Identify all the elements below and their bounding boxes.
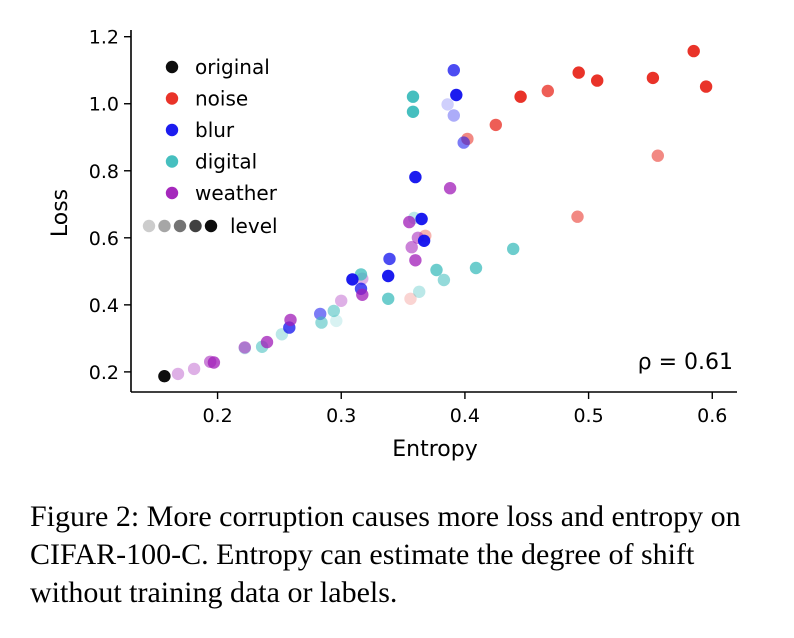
digital-legend-marker bbox=[165, 155, 179, 168]
noise-point bbox=[541, 84, 554, 98]
weather-legend-label: weather bbox=[195, 181, 278, 205]
axes bbox=[130, 30, 737, 393]
level-legend-label: level bbox=[230, 214, 278, 238]
level-legend-marker bbox=[142, 219, 156, 233]
weather-point bbox=[356, 288, 369, 301]
figure-caption: Figure 2: More corruption causes more lo… bbox=[30, 500, 741, 609]
noise-legend-marker bbox=[165, 92, 179, 105]
rho-annotation: ρ = 0.61 bbox=[638, 350, 733, 375]
x-tick-label: 0.3 bbox=[326, 405, 356, 427]
x-tick-label: 0.5 bbox=[573, 405, 603, 427]
weather-point bbox=[443, 182, 457, 195]
x-tick-label: 0.6 bbox=[697, 405, 727, 427]
noise-point bbox=[699, 80, 713, 93]
digital-point bbox=[430, 263, 443, 277]
noise-legend-label: noise bbox=[195, 87, 248, 111]
blur-point bbox=[457, 136, 470, 149]
y-tick-label: 0.6 bbox=[89, 228, 119, 250]
digital-point bbox=[507, 242, 520, 256]
y-tick-label: 0.8 bbox=[89, 161, 119, 183]
weather-point bbox=[238, 341, 251, 354]
x-tick-label: 0.4 bbox=[450, 405, 480, 427]
noise-point bbox=[514, 90, 527, 103]
noise-point bbox=[404, 292, 417, 305]
y-tick-label: 0.2 bbox=[89, 362, 119, 384]
level-legend-marker bbox=[204, 219, 218, 233]
blur-point bbox=[346, 273, 359, 286]
original-legend-marker bbox=[165, 60, 179, 74]
weather-point bbox=[207, 356, 221, 369]
weather-point bbox=[171, 367, 185, 381]
weather-point bbox=[405, 241, 418, 254]
level-legend-marker bbox=[189, 219, 202, 233]
scatter-chart: 0.2 0.3 0.4 0.5 0.6 0.2 0.4 0.6 0.8 1.0 1.2 Entro… bbox=[48, 27, 737, 462]
weather-point bbox=[284, 313, 297, 327]
y-tick-label: 1.0 bbox=[89, 94, 119, 116]
digital-legend-label: digital bbox=[195, 150, 257, 174]
x-ticks: 0.2 0.3 0.4 0.5 0.6 bbox=[202, 392, 727, 427]
digital-point bbox=[315, 316, 328, 329]
noise-point bbox=[591, 74, 604, 87]
noise-point bbox=[687, 44, 700, 58]
digital-point bbox=[327, 304, 340, 318]
blur-point bbox=[415, 212, 428, 226]
y-axis-label: Loss bbox=[48, 189, 73, 237]
noise-point bbox=[651, 149, 664, 162]
blur-point bbox=[409, 170, 422, 184]
weather-point bbox=[260, 335, 274, 349]
blur-point bbox=[450, 88, 463, 102]
level-legend-marker bbox=[173, 219, 187, 233]
blur-point bbox=[382, 269, 395, 283]
digital-point bbox=[382, 292, 395, 305]
blur-point bbox=[417, 234, 431, 247]
digital-point bbox=[330, 314, 343, 328]
x-tick-label: 0.2 bbox=[202, 405, 232, 427]
y-tick-label: 1.2 bbox=[89, 27, 119, 49]
weather-point bbox=[409, 254, 422, 267]
original-legend-label: original bbox=[195, 55, 270, 79]
noise-point bbox=[489, 118, 502, 132]
digital-point bbox=[406, 90, 420, 103]
digital-point bbox=[406, 105, 420, 119]
digital-point bbox=[413, 285, 426, 298]
original-point bbox=[158, 370, 171, 383]
noise-point bbox=[646, 71, 660, 85]
data-points bbox=[158, 44, 713, 383]
weather-legend-marker bbox=[165, 186, 179, 200]
y-ticks: 0.2 0.4 0.6 0.8 1.0 1.2 bbox=[89, 27, 131, 384]
blur-point bbox=[447, 63, 460, 77]
noise-point bbox=[571, 210, 584, 223]
weather-point bbox=[335, 294, 348, 307]
digital-point bbox=[437, 273, 451, 287]
blur-point bbox=[447, 109, 460, 122]
x-axis-label: Entropy bbox=[392, 437, 477, 462]
legend: original noise blur digital weather level bbox=[142, 55, 278, 238]
blur-point bbox=[383, 252, 396, 266]
weather-point bbox=[403, 215, 416, 229]
blur-point bbox=[441, 98, 454, 111]
blur-legend-label: blur bbox=[195, 118, 235, 142]
blur-legend-marker bbox=[165, 123, 179, 137]
y-tick-label: 0.4 bbox=[89, 295, 119, 317]
weather-point bbox=[187, 362, 201, 376]
digital-point bbox=[469, 261, 483, 275]
level-legend-marker bbox=[158, 219, 171, 233]
noise-point bbox=[572, 66, 585, 79]
